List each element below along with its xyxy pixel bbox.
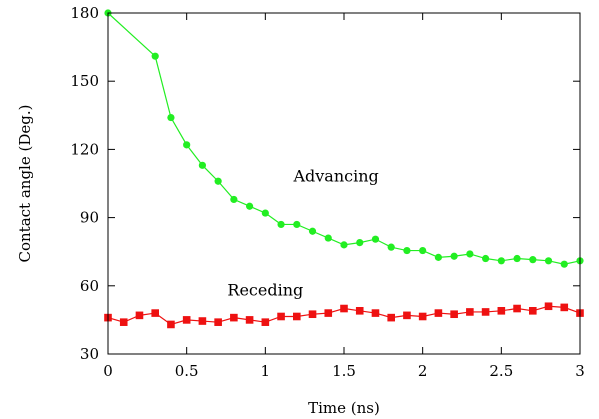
advancing-point (324, 234, 332, 242)
y-tick-label: 180 (70, 4, 99, 22)
receding-point (151, 309, 159, 317)
x-tick-label: 0.5 (175, 362, 199, 380)
receding-point (230, 313, 238, 322)
receding-point (387, 313, 395, 322)
y-tick-label: 120 (70, 140, 99, 158)
receding-point (182, 316, 191, 324)
x-tick-label: 3 (575, 362, 585, 380)
advancing-point (293, 220, 301, 229)
advancing-point (308, 227, 317, 235)
receding-point (167, 320, 175, 329)
advancing-point (466, 250, 474, 258)
receding-point (135, 311, 144, 320)
advancing-point (261, 209, 269, 217)
annotations: Advancing Receding (227, 167, 378, 300)
receding-point (340, 304, 348, 313)
receding-point (245, 316, 254, 324)
advancing-point (513, 254, 521, 263)
advancing-point (419, 246, 427, 255)
receding-point (261, 318, 270, 326)
receding-point (355, 307, 364, 315)
x-axis-label: Time (ns) (308, 399, 380, 417)
receding-point (513, 304, 521, 313)
receding-point (418, 312, 427, 321)
receding-point (544, 302, 553, 311)
receding-point (293, 312, 301, 321)
y-tick-label: 60 (80, 277, 99, 295)
advancing-point (529, 256, 537, 264)
receding-point (198, 317, 207, 325)
y-tick-label: 90 (80, 209, 99, 227)
advancing-point (277, 220, 285, 229)
x-tick-label: 2.5 (489, 362, 513, 380)
advancing-point (356, 239, 364, 247)
advancing-point (450, 252, 458, 260)
advancing-point (371, 235, 380, 243)
x-tick-label: 0 (103, 362, 113, 380)
advancing-point (151, 52, 159, 60)
advancing-point (387, 243, 395, 251)
receding-point (466, 308, 474, 316)
advancing-point (183, 141, 191, 149)
y-tick-label: 150 (70, 72, 99, 90)
advancing-point (403, 246, 411, 255)
advancing-point (482, 254, 490, 263)
receding-label: Receding (227, 280, 303, 299)
receding-point (497, 307, 506, 315)
receding-point (324, 309, 333, 317)
advancing-point (497, 257, 505, 265)
receding-point (308, 310, 317, 319)
receding-point (403, 311, 411, 320)
receding-point (529, 307, 537, 315)
advancing-point (340, 241, 348, 249)
receding-point (481, 308, 490, 316)
advancing-point (246, 202, 254, 210)
advancing-label: Advancing (292, 167, 378, 186)
receding-point (371, 309, 380, 317)
receding-point (560, 303, 569, 312)
advancing-point (434, 253, 442, 261)
advancing-point (230, 195, 238, 204)
receding-point (119, 318, 128, 326)
advancing-point (214, 177, 222, 185)
y-tick-label: 30 (80, 345, 99, 363)
advancing-point (544, 257, 553, 265)
receding-point (277, 312, 285, 321)
advancing-point (560, 260, 568, 268)
receding-point (434, 309, 443, 317)
x-tick-label: 1.5 (332, 362, 356, 380)
advancing-point (167, 113, 175, 122)
receding-point (214, 318, 222, 326)
axis-ticks: 0 0.5 1 1.5 2 2.5 3 30 60 90 120 150 180 (70, 4, 584, 380)
y-axis-label: Contact angle (Deg.) (16, 105, 34, 263)
advancing-point (198, 161, 206, 169)
x-tick-label: 2 (418, 362, 428, 380)
advancing-series-line (107, 12, 581, 265)
receding-point (450, 310, 458, 319)
x-tick-label: 1 (261, 362, 271, 380)
